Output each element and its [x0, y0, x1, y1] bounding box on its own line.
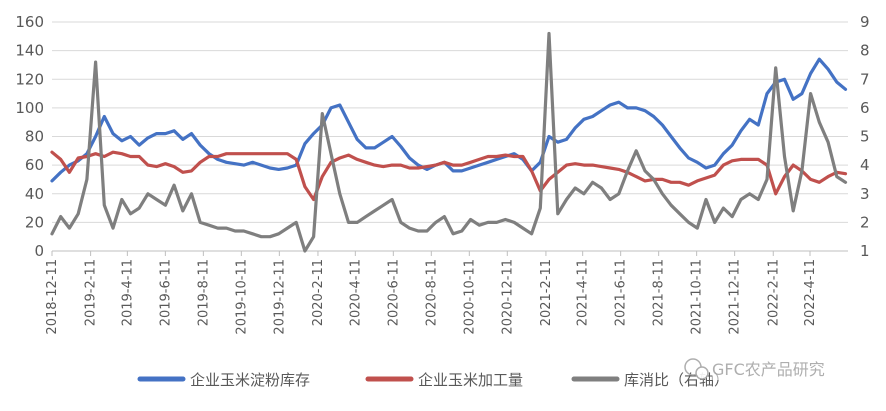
x-tick-label: 2019-12-11 — [272, 259, 287, 335]
y-right-tick-label: 4 — [860, 156, 870, 174]
y-right-tick-label: 2 — [860, 213, 870, 231]
x-tick-label: 2019-2-11 — [84, 259, 99, 326]
x-tick-label: 2020-8-11 — [424, 259, 439, 326]
legend-label: 企业玉米加工量 — [418, 371, 523, 389]
x-tick-label: 2021-10-11 — [690, 259, 705, 335]
y-left-tick-label: 100 — [15, 99, 44, 117]
series-lines — [50, 31, 848, 253]
watermark-text: GFC农产品研究 — [712, 360, 825, 379]
x-tick-label: 2018-12-11 — [45, 259, 60, 335]
y-left-tick-label: 60 — [25, 156, 44, 174]
series-stock-to-use-ratio — [50, 31, 848, 253]
x-tick-label: 2021-8-11 — [652, 259, 667, 326]
legend-item-processing-volume: 企业玉米加工量 — [365, 371, 523, 389]
x-tick-label: 2019-8-11 — [196, 259, 211, 326]
watermark: GFC农产品研究 — [684, 358, 860, 380]
y-right-tick-label: 1 — [860, 242, 870, 260]
x-tick-label: 2019-4-11 — [120, 259, 135, 326]
x-tick-label: 2020-6-11 — [386, 259, 401, 326]
y-right-tick-label: 7 — [860, 70, 870, 88]
y-left-tick-label: 20 — [25, 213, 44, 231]
legend-label: 企业玉米淀粉库存 — [190, 371, 310, 389]
x-tick-label: 2021-6-11 — [614, 259, 629, 326]
y-left-tick-label: 140 — [15, 42, 44, 60]
legend: 企业玉米淀粉库存 企业玉米加工量 库消比（右轴） — [137, 371, 729, 389]
x-tick-label: 2020-10-11 — [462, 259, 477, 335]
y-left-tick-label: 80 — [25, 128, 44, 146]
grid-lines — [52, 21, 848, 252]
legend-item-starch-inventory: 企业玉米淀粉库存 — [137, 371, 310, 389]
y-right-tick-label: 6 — [860, 99, 870, 117]
y-left-tick-label: 160 — [15, 13, 44, 31]
y-left-tick-label: 120 — [15, 70, 44, 88]
x-tick-label: 2021-2-11 — [539, 259, 554, 326]
y-left-tick-label: 40 — [25, 185, 44, 203]
y-right-tick-label: 5 — [860, 128, 870, 146]
y-left-axis: 0 20 40 60 80 100 120 140 160 — [15, 13, 44, 260]
series-processing-volume — [50, 150, 848, 202]
series-starch-inventory — [50, 57, 848, 183]
y-right-tick-label: 9 — [860, 13, 870, 31]
x-tick-label: 2021-4-11 — [576, 259, 591, 326]
x-tick-label: 2021-12-11 — [728, 259, 743, 335]
wechat-logo-icon — [684, 358, 709, 380]
y-right-tick-label: 3 — [860, 185, 870, 203]
y-left-tick-label: 0 — [34, 242, 44, 260]
x-tick-label: 2020-12-11 — [500, 259, 515, 335]
x-tick-label: 2020-2-11 — [311, 259, 326, 326]
x-axis: 2018-12-11 2019-2-11 2019-4-11 2019-6-11 201… — [45, 250, 848, 335]
y-right-tick-label: 8 — [860, 42, 870, 60]
x-tick-label: 2020-4-11 — [348, 259, 363, 326]
y-right-axis: 1 2 3 4 5 6 7 8 9 — [860, 13, 870, 260]
x-tick-label: 2019-6-11 — [158, 259, 173, 326]
x-tick-label: 2022-2-11 — [766, 259, 781, 326]
x-tick-label: 2022-4-11 — [803, 259, 818, 326]
x-tick-label: 2019-10-11 — [234, 259, 249, 335]
